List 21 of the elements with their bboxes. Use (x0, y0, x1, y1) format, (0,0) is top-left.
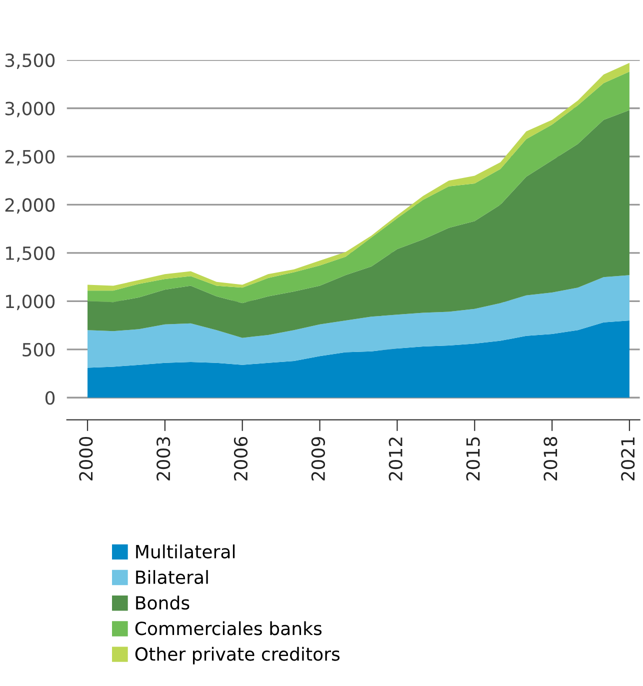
x-tick-label: 2015 (466, 437, 480, 480)
y-tick-label: 3,000 (5, 102, 55, 118)
x-tick-label: 2021 (621, 437, 635, 480)
y-tick-label: 500 (22, 342, 55, 357)
x-tick-label: 2003 (156, 437, 170, 480)
legend-label: Bilateral (136, 570, 208, 584)
legend-label: Other private creditors (135, 646, 340, 664)
x-tick-label: 2000 (79, 437, 93, 480)
legend-label: Multilateral (136, 544, 235, 558)
y-tick-label: 0 (45, 391, 55, 405)
legend-label: Bonds (136, 596, 190, 610)
y-tick-label: 1,000 (6, 294, 55, 310)
y-tick-label: 2,000 (5, 198, 55, 214)
y-tick-label: 3,500 (5, 53, 55, 69)
x-tick-label: 2018 (544, 437, 558, 480)
y-tick-label: 1,500 (6, 246, 55, 262)
x-tick-label: 2012 (388, 438, 402, 480)
x-tick-label: 2006 (234, 436, 248, 480)
y-tick-label: 2,500 (5, 150, 55, 166)
legend-label: Commerciales banks (135, 621, 322, 636)
x-tick-label: 2009 (311, 437, 326, 480)
